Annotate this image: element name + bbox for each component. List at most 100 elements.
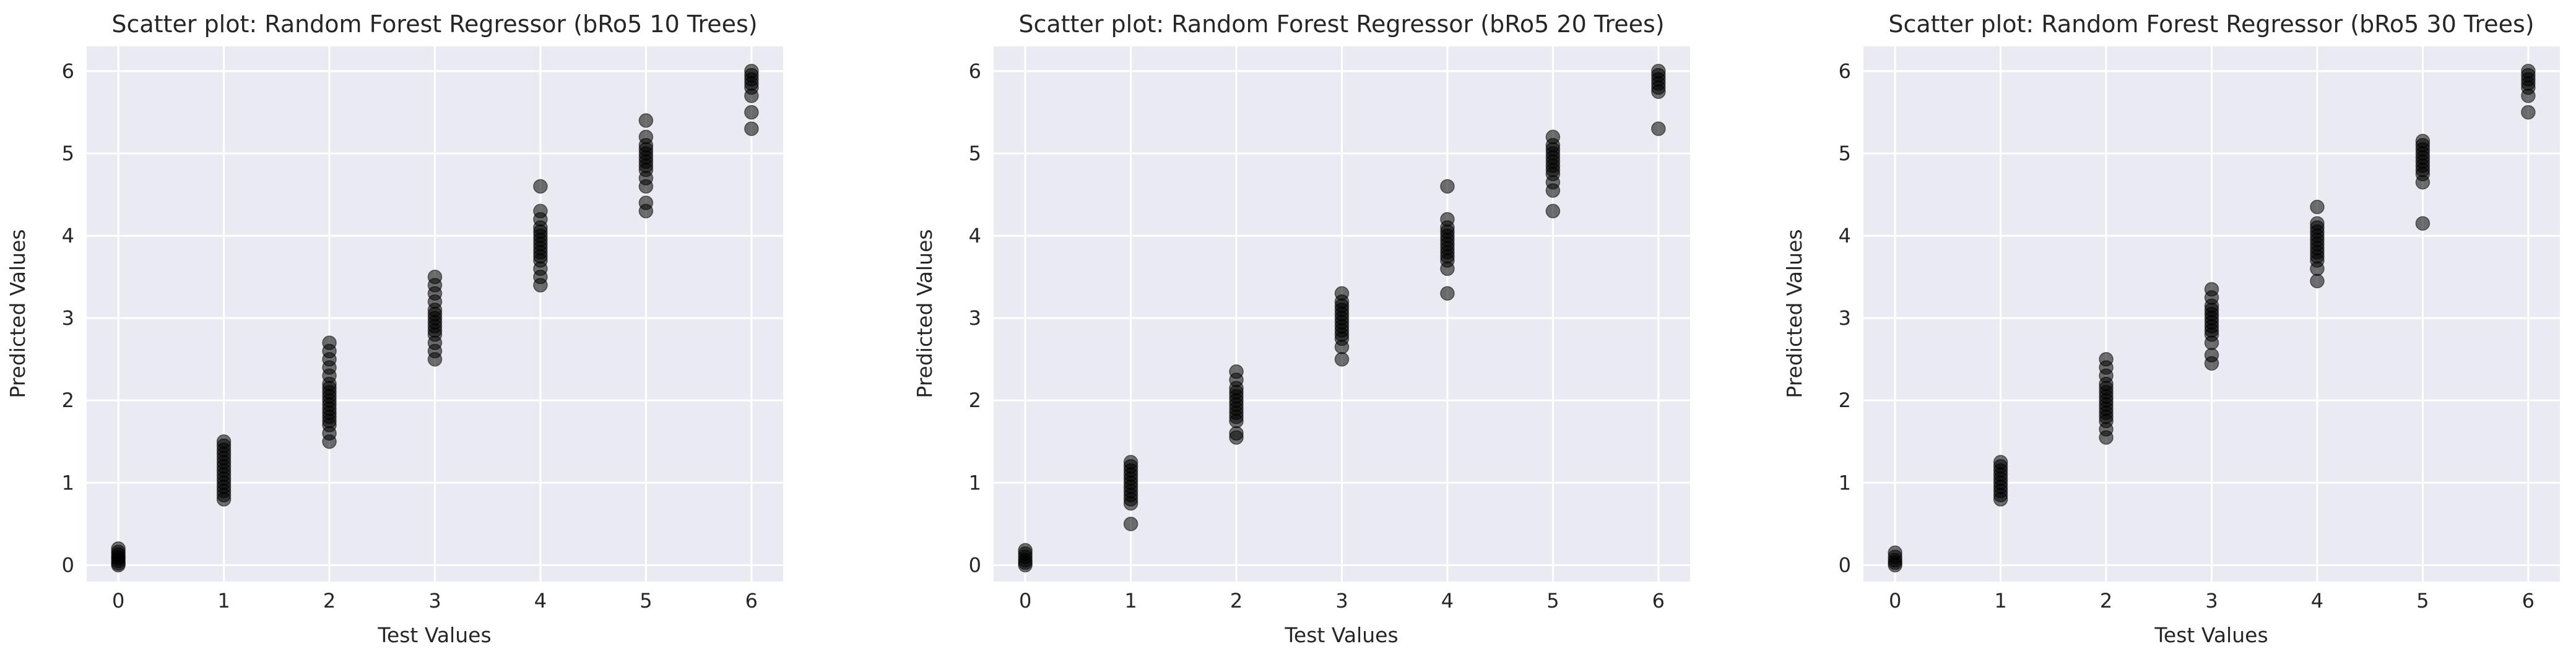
- x-tick-label: 6: [745, 589, 758, 613]
- y-tick-label: 2: [969, 389, 981, 412]
- data-points: [1888, 64, 2536, 573]
- y-axis-label: Predicted Values: [1782, 229, 1806, 398]
- y-tick-label: 2: [62, 389, 74, 412]
- data-point: [1440, 286, 1455, 301]
- chart-title: Scatter plot: Random Forest Regressor (b…: [111, 11, 757, 38]
- y-tick-label: 6: [1839, 59, 1851, 83]
- data-point: [744, 105, 759, 120]
- data-point: [322, 335, 337, 350]
- data-point: [1123, 517, 1138, 531]
- data-point: [638, 129, 654, 145]
- x-tick-label: 1: [1124, 589, 1137, 613]
- data-point: [1888, 545, 1902, 561]
- data-point: [1545, 204, 1561, 218]
- y-tick-labels: 0 1 2 3 4 5 6: [969, 59, 981, 577]
- data-point: [744, 64, 759, 79]
- chart-panel-3: 0 1 2 3 4 5 6 0 1 2 3 4 5 6 Scatter plot: Random For…: [1782, 11, 2560, 647]
- data-point: [427, 269, 443, 285]
- x-tick-labels: 0 1 2 3 4 5 6: [1889, 589, 2535, 613]
- data-point: [2310, 273, 2325, 289]
- data-point: [638, 196, 654, 210]
- x-tick-label: 5: [640, 589, 652, 613]
- x-tick-label: 3: [1335, 589, 1348, 613]
- data-point: [1018, 543, 1033, 558]
- x-tick-label: 3: [428, 589, 441, 613]
- data-point: [2415, 216, 2431, 231]
- y-tick-label: 4: [969, 224, 981, 247]
- data-point: [2204, 348, 2219, 363]
- y-axis-label: Predicted Values: [6, 229, 30, 398]
- y-tick-label: 0: [62, 553, 74, 577]
- x-tick-label: 1: [1994, 589, 2006, 613]
- x-tick-label: 3: [2205, 589, 2218, 613]
- data-point: [111, 541, 126, 556]
- data-point: [2415, 134, 2431, 148]
- data-point: [1440, 212, 1455, 227]
- grid-y: [994, 70, 1690, 566]
- x-tick-label: 2: [323, 589, 336, 613]
- data-point: [1440, 179, 1455, 194]
- data-point: [2099, 351, 2114, 367]
- x-tick-label: 4: [2311, 589, 2323, 613]
- data-point: [2310, 199, 2325, 215]
- x-tick-label: 6: [1652, 589, 1665, 613]
- y-tick-label: 4: [1839, 224, 1851, 247]
- data-point: [1229, 426, 1244, 441]
- data-point: [1334, 286, 1350, 301]
- grid-x: [117, 46, 753, 582]
- y-tick-label: 6: [62, 59, 74, 83]
- y-tick-label: 5: [969, 142, 981, 165]
- x-tick-labels: 0 1 2 3 4 5 6: [112, 589, 758, 613]
- y-tick-label: 5: [62, 142, 74, 165]
- data-point: [216, 434, 232, 449]
- data-point: [1334, 351, 1350, 367]
- y-tick-labels: 0 1 2 3 4 5 6: [1839, 59, 1851, 577]
- x-tick-label: 0: [1019, 589, 1031, 613]
- x-tick-label: 5: [1546, 589, 1559, 613]
- data-point: [1229, 364, 1244, 379]
- data-points: [111, 64, 759, 573]
- data-point: [744, 121, 759, 136]
- y-tick-label: 3: [1839, 306, 1851, 330]
- x-tick-label: 1: [217, 589, 230, 613]
- data-point: [2310, 216, 2325, 231]
- x-tick-labels: 0 1 2 3 4 5 6: [1019, 589, 1665, 613]
- y-tick-label: 3: [62, 306, 74, 330]
- y-tick-label: 2: [1839, 389, 1851, 412]
- x-axis-label: Test Values: [1284, 623, 1398, 647]
- data-point: [1123, 455, 1138, 470]
- data-point: [1993, 455, 2008, 470]
- y-tick-label: 4: [62, 224, 74, 247]
- x-tick-label: 4: [534, 589, 547, 613]
- y-tick-label: 1: [969, 471, 981, 494]
- y-tick-label: 3: [969, 306, 981, 330]
- chart-panel-2: 0 1 2 3 4 5 6 0 1 2 3 4 5 6 Scatter plot: Random For…: [913, 11, 1690, 647]
- data-point: [1651, 121, 1666, 136]
- data-point: [533, 179, 548, 194]
- x-tick-label: 0: [1889, 589, 1901, 613]
- data-point: [2521, 105, 2536, 120]
- data-point: [2521, 64, 2536, 79]
- y-tick-label: 5: [1839, 142, 1851, 165]
- data-point: [2204, 282, 2219, 297]
- y-tick-label: 1: [1839, 471, 1851, 494]
- chart-title: Scatter plot: Random Forest Regressor (b…: [1018, 11, 1664, 38]
- data-point: [1651, 64, 1666, 79]
- y-tick-label: 0: [969, 553, 981, 577]
- y-axis-label: Predicted Values: [913, 229, 937, 398]
- x-tick-label: 2: [1230, 589, 1242, 613]
- y-tick-label: 1: [62, 471, 74, 494]
- x-tick-label: 2: [2100, 589, 2112, 613]
- y-tick-label: 0: [1839, 553, 1851, 577]
- x-axis-label: Test Values: [377, 623, 491, 647]
- x-tick-label: 5: [2416, 589, 2429, 613]
- y-tick-label: 6: [969, 59, 981, 83]
- data-points: [1018, 64, 1666, 573]
- x-tick-label: 4: [1441, 589, 1454, 613]
- data-point: [533, 204, 548, 218]
- chart-title: Scatter plot: Random Forest Regressor (b…: [1888, 11, 2534, 38]
- x-tick-label: 0: [112, 589, 124, 613]
- data-point: [1545, 129, 1561, 145]
- data-point: [638, 113, 654, 128]
